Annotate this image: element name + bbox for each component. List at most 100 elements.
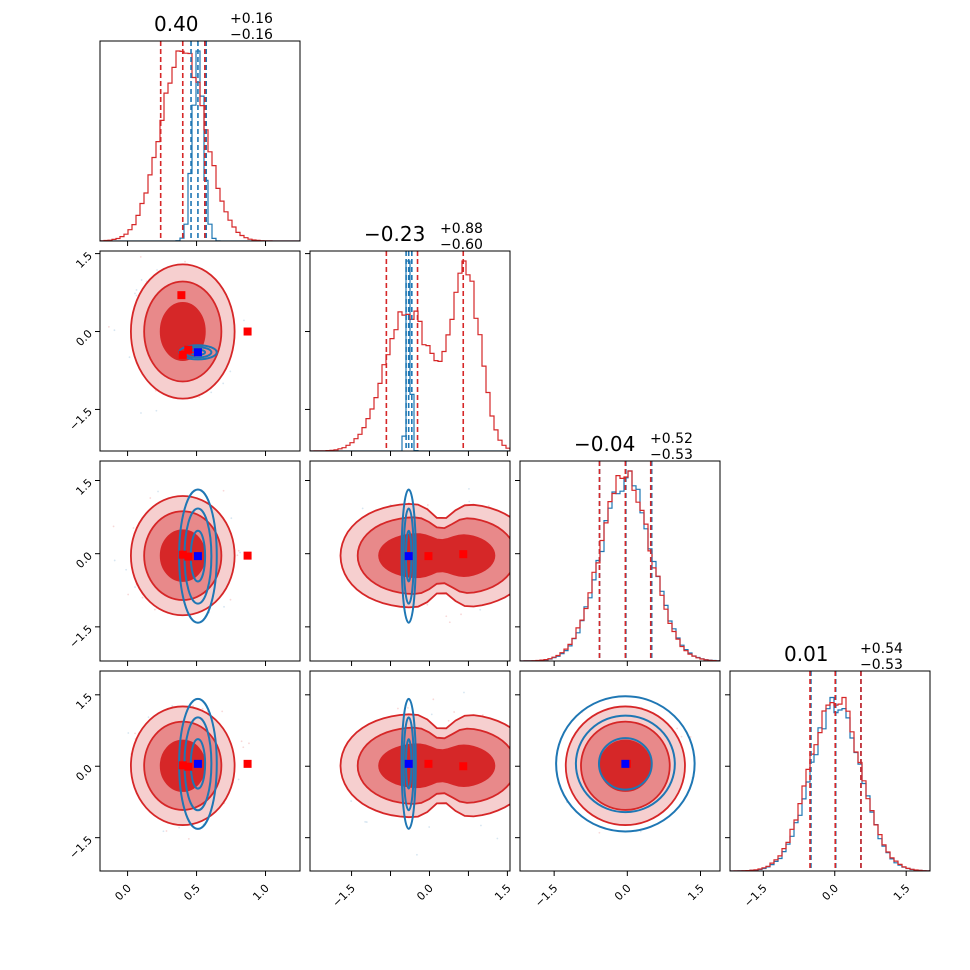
x-tick-label: −1.5: [742, 882, 770, 910]
scatter-point: [364, 821, 367, 823]
x-tick-label: 0.5: [181, 882, 203, 904]
scatter-point: [430, 713, 433, 716]
contour-blue: [555, 695, 696, 833]
scatter-point: [230, 517, 233, 520]
marker-red: [424, 552, 433, 561]
marker-blue: [193, 348, 202, 357]
marker-blue: [404, 759, 413, 768]
scatter-point: [448, 621, 451, 624]
scatter-point: [229, 598, 232, 601]
marker-red: [243, 327, 252, 336]
scatter-point: [157, 490, 159, 493]
contour-blue: [597, 737, 653, 791]
y-tick-label: 0.0: [73, 327, 95, 349]
scatter-point: [112, 525, 115, 528]
y-tick-label: 1.5: [73, 476, 95, 498]
scatter-point: [135, 289, 138, 291]
marker-blue: [621, 759, 630, 768]
scatter-point: [140, 279, 143, 281]
panel-frame: [99, 460, 301, 662]
scatter-point: [248, 742, 250, 745]
scatter-point: [134, 732, 136, 735]
title-plus-error: +0.88: [440, 221, 483, 237]
panel-frame: [309, 670, 511, 872]
scatter-point: [162, 830, 165, 833]
scatter-point: [127, 732, 130, 734]
scatter-point: [242, 746, 245, 749]
marker-blue: [193, 552, 202, 561]
pair-panel: [127, 697, 252, 840]
x-tick-label: 0.0: [612, 882, 634, 904]
scatter-point: [128, 356, 131, 359]
marker-blue: [193, 759, 202, 768]
y-tick-label: 1.5: [73, 249, 95, 271]
scatter-point: [236, 554, 239, 557]
x-tick-label: 1.5: [891, 882, 913, 904]
pair-panel: [339, 487, 510, 624]
panel-title: −0.23: [364, 222, 425, 246]
scatter-point: [201, 707, 204, 710]
scatter-point: [460, 613, 462, 616]
scatter-point: [598, 831, 601, 834]
scatter-point: [240, 740, 243, 743]
scatter-point: [428, 826, 431, 828]
panel-frame: [99, 40, 301, 242]
panel-frame: [519, 670, 721, 872]
scatter-point: [481, 714, 484, 716]
marker-red: [178, 761, 187, 770]
scatter-point: [463, 691, 465, 694]
y-tick-label: −1.5: [67, 623, 95, 651]
scatter-point: [187, 837, 190, 840]
histogram-red: [730, 696, 930, 871]
scatter-point: [153, 608, 156, 611]
scatter-point: [113, 329, 116, 332]
marker-red: [243, 759, 252, 768]
marker-red: [459, 762, 468, 771]
marker-red: [177, 291, 186, 300]
scatter-point: [487, 505, 490, 507]
scatter-point: [221, 710, 224, 713]
panel-frame: [309, 250, 511, 452]
marker-red: [243, 551, 252, 560]
panel-frame: [99, 250, 301, 452]
histogram-blue: [310, 260, 510, 451]
scatter-point: [222, 489, 225, 492]
title-plus-error: +0.54: [860, 641, 903, 657]
scatter-point: [210, 391, 213, 394]
x-tick-label: −1.5: [532, 882, 560, 910]
scatter-point: [445, 615, 448, 618]
title-minus-error: −0.53: [650, 447, 693, 463]
scatter-point: [140, 412, 142, 414]
scatter-point: [432, 698, 435, 701]
scatter-point: [496, 837, 499, 840]
scatter-point: [237, 549, 240, 552]
panel-frame: [519, 460, 721, 662]
scatter-point: [447, 719, 450, 722]
scatter-point: [237, 778, 240, 781]
scatter-point: [453, 711, 456, 713]
panel-title: 0.01: [784, 642, 829, 666]
histogram-blue: [520, 470, 720, 661]
contour-blue: [402, 507, 415, 605]
scatter-point: [147, 716, 150, 719]
scatter-point: [350, 800, 353, 802]
x-tick-label: −1.5: [330, 882, 358, 910]
scatter-point: [113, 559, 116, 562]
contour-blue: [574, 714, 676, 814]
scatter-point: [198, 396, 201, 399]
x-tick-label: 1.5: [492, 882, 514, 904]
marker-red: [424, 759, 433, 768]
scatter-point: [149, 497, 152, 499]
scatter-point: [139, 255, 142, 258]
marker-red: [184, 762, 193, 771]
scatter-point: [132, 527, 135, 529]
scatter-point: [134, 586, 136, 588]
scatter-point: [397, 707, 399, 710]
title-plus-error: +0.16: [230, 11, 273, 27]
scatter-point: [125, 568, 128, 571]
x-tick-label: 0.0: [820, 882, 842, 904]
scatter-point: [416, 853, 418, 856]
contour-blue: [402, 716, 415, 812]
y-tick-label: 0.0: [73, 549, 95, 571]
